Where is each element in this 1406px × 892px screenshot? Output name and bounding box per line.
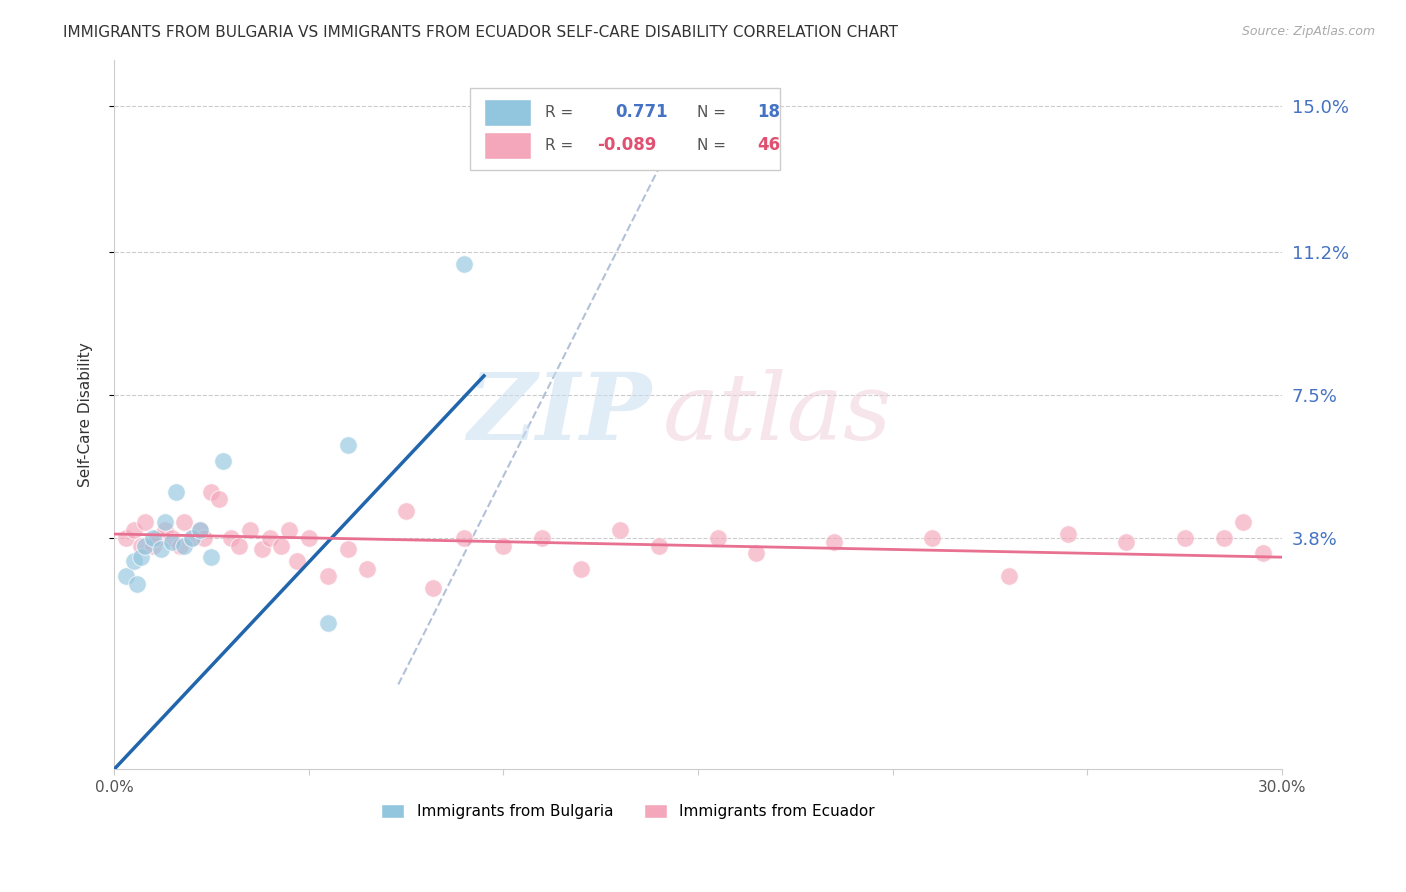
Point [114, 531, 136, 545]
Point [285, 554, 308, 568]
Point [239, 523, 262, 537]
Point [200, 484, 222, 499]
Point [208, 492, 231, 507]
Point [153, 516, 176, 530]
Point [122, 554, 145, 568]
Point [131, 550, 153, 565]
Point [219, 531, 242, 545]
Point [1232, 516, 1254, 530]
Point [609, 523, 631, 537]
Point [193, 531, 215, 545]
Point [298, 531, 321, 545]
Point [142, 531, 165, 545]
Point [149, 542, 172, 557]
FancyBboxPatch shape [484, 132, 531, 159]
FancyBboxPatch shape [484, 99, 531, 126]
Text: Source: ZipAtlas.com: Source: ZipAtlas.com [1241, 25, 1375, 38]
Point [114, 569, 136, 583]
Point [336, 542, 359, 557]
Y-axis label: Self-Care Disability: Self-Care Disability [79, 342, 93, 487]
Legend: Immigrants from Bulgaria, Immigrants from Ecuador: Immigrants from Bulgaria, Immigrants fro… [375, 798, 880, 825]
Text: R =: R = [546, 138, 574, 153]
Point [173, 539, 195, 553]
Text: 0.771: 0.771 [614, 103, 668, 121]
Point [998, 569, 1021, 583]
Point [173, 516, 195, 530]
Point [165, 484, 187, 499]
Point [422, 581, 444, 595]
Point [278, 523, 301, 537]
Point [316, 569, 339, 583]
Text: 18: 18 [758, 103, 780, 121]
Point [134, 539, 156, 553]
Point [745, 546, 768, 560]
Point [569, 562, 592, 576]
Point [134, 516, 156, 530]
Point [212, 454, 235, 468]
Point [142, 539, 165, 553]
Text: atlas: atlas [664, 369, 893, 459]
Point [127, 577, 149, 591]
Point [270, 539, 292, 553]
Point [453, 257, 475, 271]
Text: 46: 46 [758, 136, 780, 154]
Point [228, 539, 250, 553]
Point [316, 615, 339, 630]
Point [823, 534, 845, 549]
Point [250, 542, 273, 557]
Point [188, 523, 211, 537]
Point [1174, 531, 1197, 545]
Point [395, 504, 418, 518]
Point [200, 550, 222, 565]
Text: ZIP: ZIP [467, 369, 651, 459]
Point [169, 539, 191, 553]
Point [146, 531, 169, 545]
Point [531, 531, 554, 545]
Point [122, 523, 145, 537]
Text: N =: N = [697, 104, 725, 120]
Text: IMMIGRANTS FROM BULGARIA VS IMMIGRANTS FROM ECUADOR SELF-CARE DISABILITY CORRELA: IMMIGRANTS FROM BULGARIA VS IMMIGRANTS F… [63, 25, 898, 40]
Point [181, 531, 204, 545]
Point [336, 438, 359, 452]
Point [153, 523, 176, 537]
Point [181, 531, 204, 545]
Point [162, 531, 184, 545]
Point [1251, 546, 1274, 560]
Point [492, 539, 515, 553]
Text: N =: N = [697, 138, 725, 153]
Point [1212, 531, 1234, 545]
Point [706, 531, 728, 545]
FancyBboxPatch shape [470, 88, 780, 169]
Point [162, 534, 184, 549]
Point [131, 539, 153, 553]
Point [259, 531, 281, 545]
Point [1057, 527, 1080, 541]
Point [1115, 534, 1137, 549]
Text: -0.089: -0.089 [598, 136, 657, 154]
Point [188, 523, 211, 537]
Point [648, 539, 671, 553]
Point [453, 531, 475, 545]
Point [921, 531, 943, 545]
Text: R =: R = [546, 104, 574, 120]
Point [356, 562, 378, 576]
